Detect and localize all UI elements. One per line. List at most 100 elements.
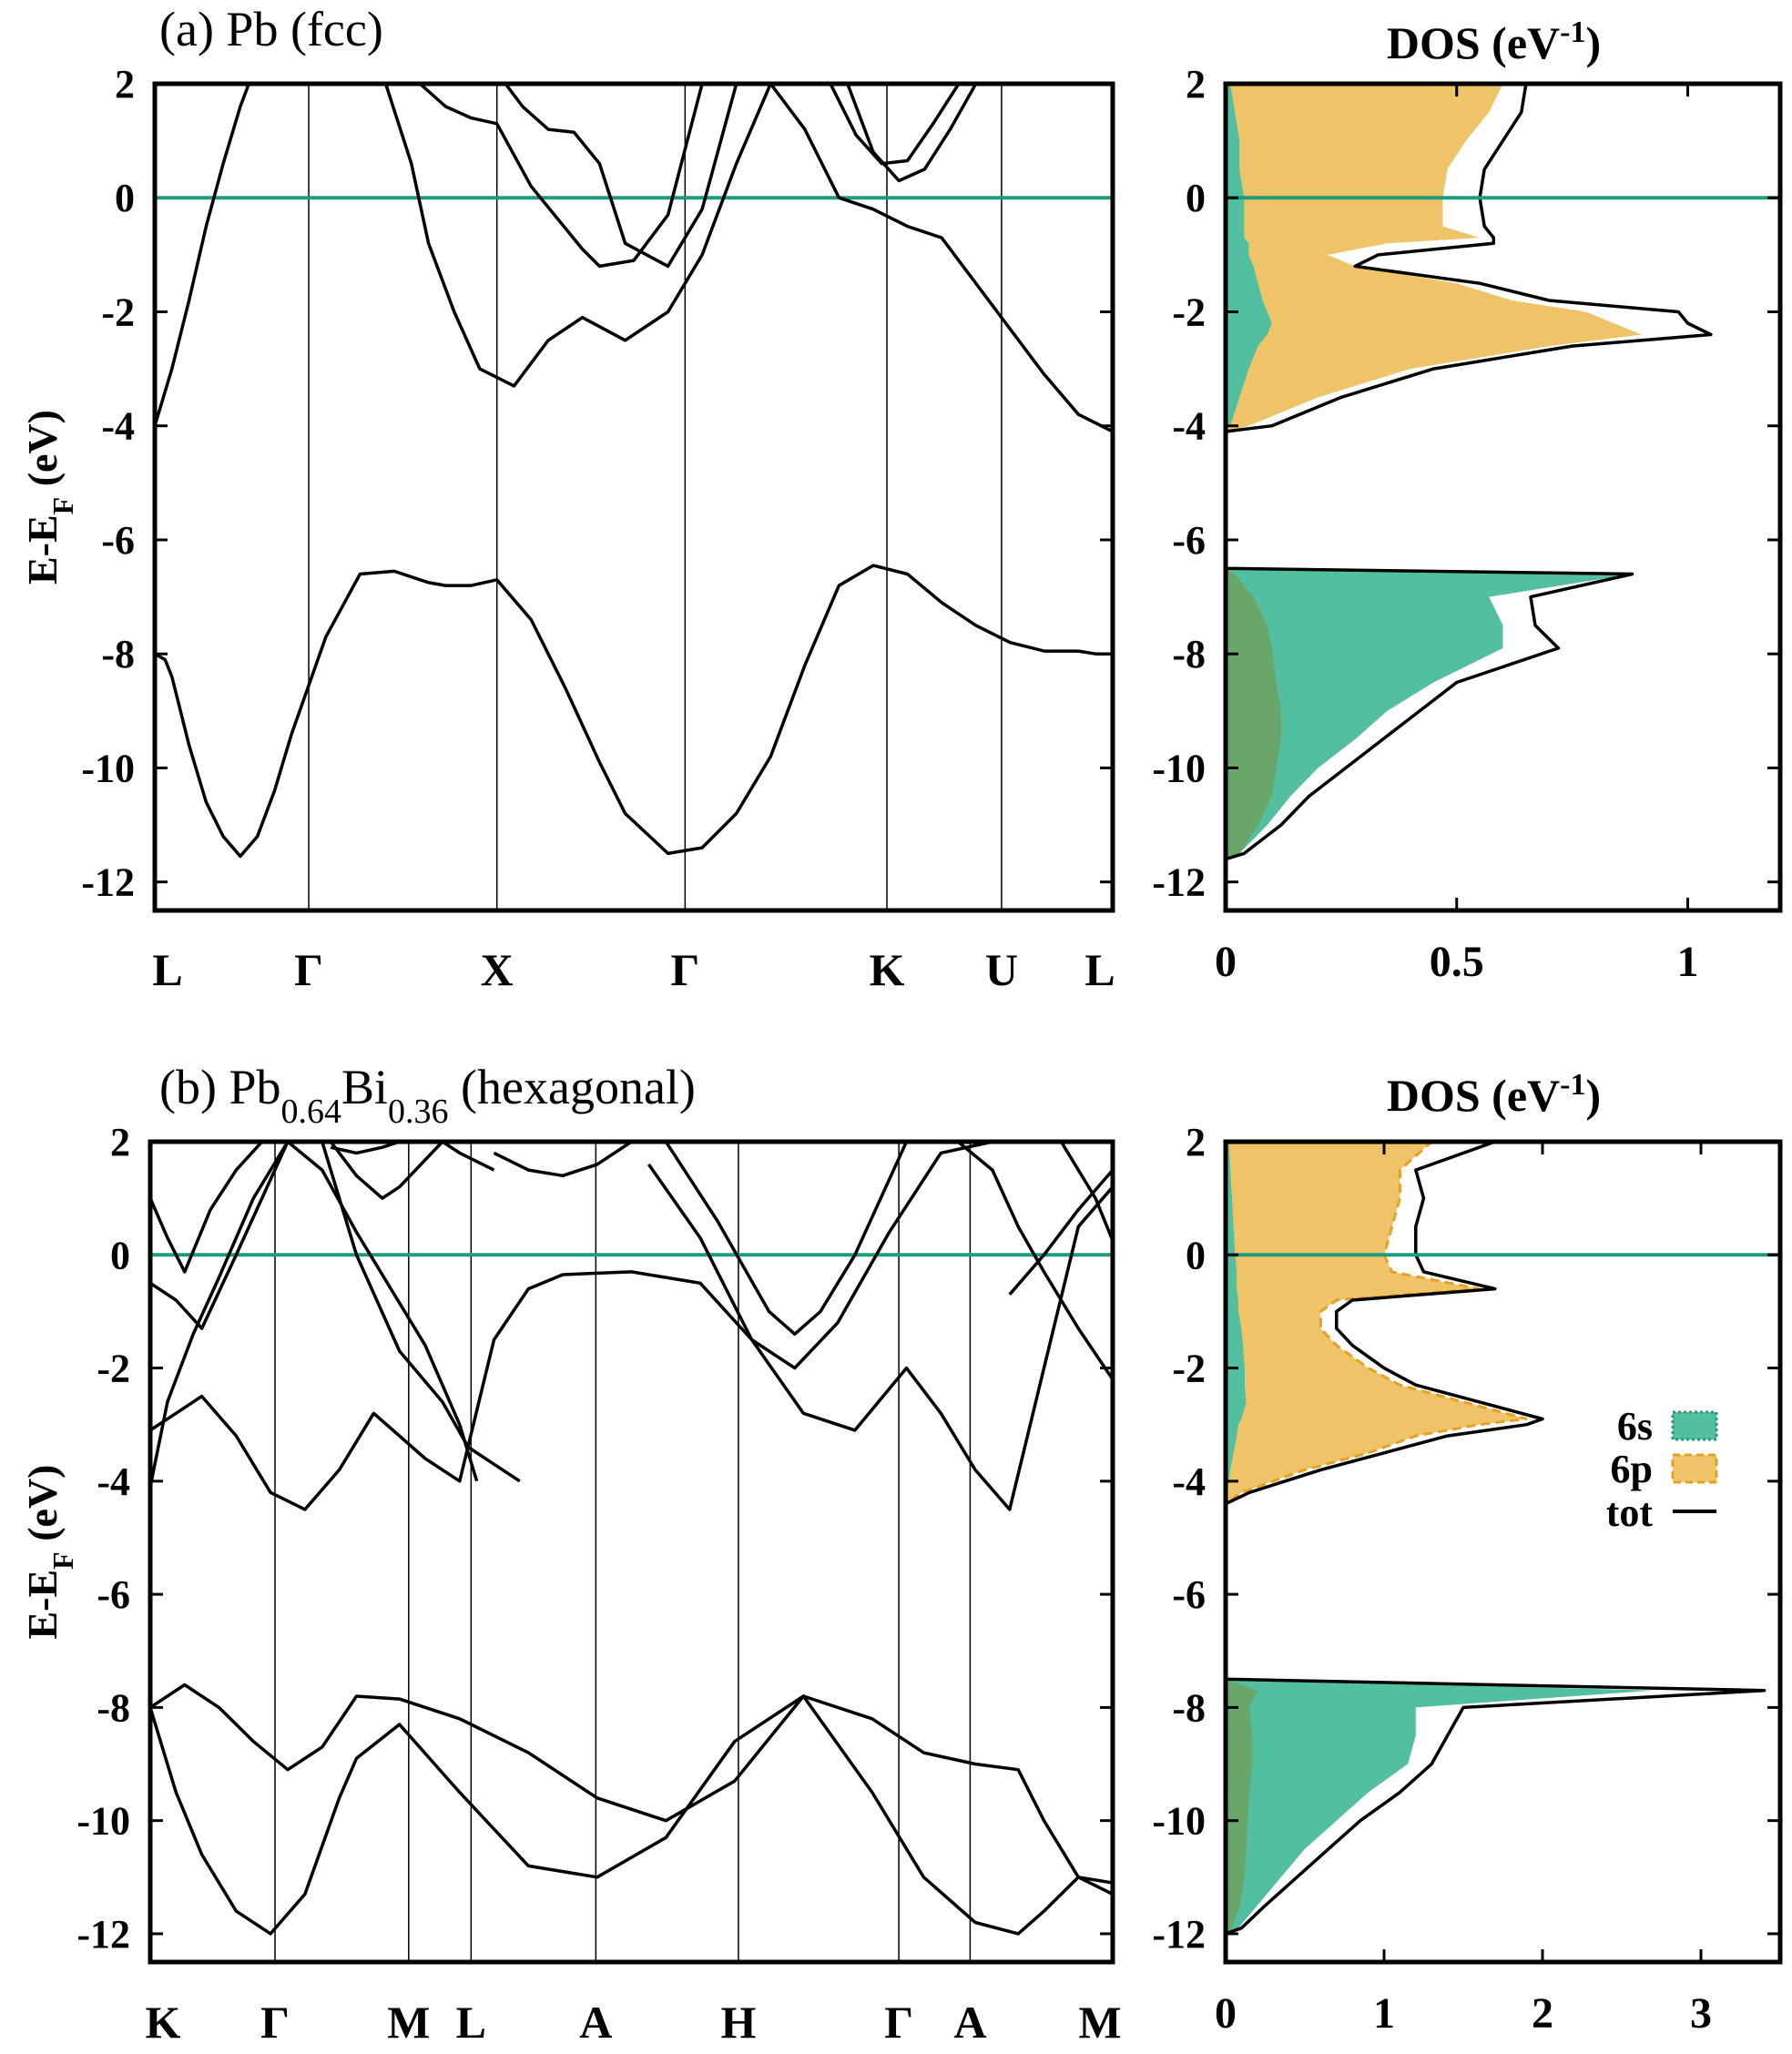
kpoint-label: L	[456, 1997, 486, 2048]
y-tick-label: -6	[97, 1572, 130, 1617]
y-tick-label: -8	[101, 632, 135, 676]
kpoint-label: U	[985, 944, 1018, 995]
kpoint-label: Γ	[884, 1997, 913, 2048]
dos-6s-inner-area	[1226, 1142, 1257, 1934]
y-tick-label: -2	[97, 1347, 130, 1391]
band-line	[493, 1142, 633, 1178]
kpoint-label: L	[1084, 944, 1115, 995]
band-line	[1059, 1142, 1113, 1246]
panel-a-band-structure: (a) Pb (fcc) 2 0 -2 -4 -6 -8 -10 -12 E-EF (eV) L Γ X…	[19, 2, 1115, 995]
band-line	[1112, 1142, 1113, 1144]
kpoint-label: Γ	[294, 944, 323, 995]
band-line	[504, 84, 738, 269]
kpoint-label: M	[1078, 1997, 1121, 2048]
x-tick-label: 2	[1532, 1989, 1553, 2038]
y-tick-label: -4	[97, 1459, 130, 1504]
y-tick-label: -4	[1172, 1459, 1206, 1504]
y-tick-label: 0	[115, 176, 135, 220]
dos-frame	[1223, 1139, 1783, 1965]
band-line	[155, 84, 250, 427]
y-tick-label: -10	[76, 1799, 130, 1844]
y-tick-label: -4	[101, 404, 135, 449]
kpoint-label: K	[146, 1997, 181, 2048]
y-tick-label: -10	[81, 746, 135, 790]
band-line	[150, 1683, 1113, 1896]
bands	[155, 84, 1113, 859]
y-tick-label: -8	[97, 1685, 130, 1730]
dos-6p-area	[1226, 84, 1642, 859]
y-tick-label: 2	[115, 62, 135, 107]
kpoint-label: L	[152, 944, 182, 995]
band-line	[150, 1185, 1113, 1511]
legend-label: tot	[1606, 1490, 1654, 1535]
band-line	[330, 1142, 417, 1155]
kpoint-label: Γ	[670, 944, 699, 995]
band-line	[956, 1142, 1113, 1382]
band-frame	[152, 81, 1115, 913]
y-tick-label: 2	[1186, 62, 1206, 107]
panel-b-band-structure: (b) Pb0.64Bi0.36 (hexagonal) 2 0 -2 -4 -6 -8 -1…	[19, 1060, 1122, 2048]
band-line	[647, 1142, 993, 1370]
dos-title: DOS (eV-1)	[1387, 15, 1601, 69]
y-tick-label: 0	[1186, 176, 1206, 220]
band-line	[150, 1694, 1113, 1936]
y-tick-label: -6	[1172, 518, 1206, 563]
y-axis-label: E-EF (eV)	[19, 410, 79, 585]
band-line	[846, 84, 978, 183]
dos-title: DOS (eV-1)	[1387, 1068, 1601, 1122]
y-tick-label: -10	[1152, 746, 1206, 790]
x-tick-label: 3	[1690, 1989, 1712, 2038]
x-tick-label: 1	[1677, 938, 1699, 986]
panel-a-label: (a) Pb (fcc)	[159, 2, 383, 56]
y-tick-label: 2	[110, 1120, 130, 1164]
y-tick-label: 2	[1186, 1120, 1206, 1164]
band-line	[150, 1142, 479, 1482]
kpoint-label: X	[481, 944, 514, 995]
kpoint-label: M	[387, 1997, 430, 2048]
y-tick-label: 0	[1186, 1233, 1206, 1277]
dos-total-line	[1224, 83, 1713, 861]
dos-frame	[1223, 81, 1783, 913]
y-tick-label: -4	[1172, 404, 1206, 449]
y-tick-label: -8	[1172, 1685, 1206, 1730]
y-tick-label: -2	[1172, 1347, 1206, 1391]
band-line	[1008, 1167, 1113, 1296]
band-line	[829, 84, 961, 166]
dos-6s-inner-area	[1226, 84, 1281, 859]
x-tick-label: 0	[1215, 1989, 1237, 2038]
y-tick-label: -2	[101, 290, 135, 334]
y-tick-label: -8	[1172, 632, 1206, 676]
y-tick-label: -12	[76, 1912, 130, 1957]
band-line	[155, 564, 1113, 859]
y-tick-label: -2	[1172, 290, 1206, 334]
kpoint-label: Γ	[260, 1997, 290, 2048]
y-tick-label: 0	[110, 1233, 130, 1277]
x-tick-label: 0.5	[1430, 938, 1484, 986]
y-tick-label: -10	[1152, 1799, 1206, 1844]
y-axis-label: E-EF (eV)	[19, 1464, 79, 1639]
band-frame	[148, 1139, 1115, 1965]
band-line	[664, 1142, 1010, 1337]
bands	[150, 1142, 1113, 1936]
legend-label: 6p	[1611, 1447, 1653, 1491]
legend-swatch	[1671, 1410, 1718, 1441]
y-tick-label: -12	[1152, 860, 1206, 905]
band-line	[419, 84, 704, 269]
band-line	[329, 1142, 495, 1200]
x-tick-label: 0	[1215, 938, 1237, 986]
dos-total-line	[1224, 1140, 1767, 1936]
legend-swatch	[1671, 1453, 1718, 1484]
dos-6s-area	[1226, 1142, 1654, 1934]
y-tick-label: -12	[81, 860, 135, 905]
dos-6s-area	[1226, 84, 1633, 859]
y-tick-label: -12	[1152, 1912, 1206, 1957]
kpoint-label: A	[953, 1997, 986, 2048]
band-line	[383, 84, 1113, 433]
legend-label: 6s	[1617, 1404, 1653, 1449]
x-tick-label: 1	[1373, 1989, 1395, 2038]
y-tick-label: -6	[1172, 1572, 1206, 1617]
panel-b-label: (b) Pb0.64Bi0.36 (hexagonal)	[159, 1060, 696, 1131]
